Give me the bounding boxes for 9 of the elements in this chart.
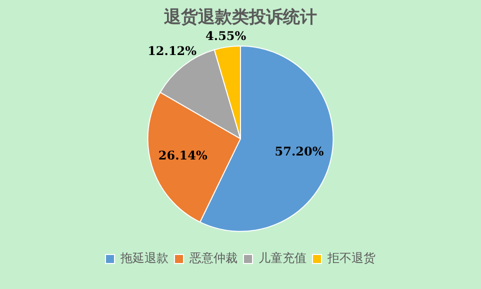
data-label: 57.20% (274, 144, 324, 158)
legend-label: 恶意仲裁 (188, 251, 238, 266)
data-label: 12.12% (148, 44, 198, 58)
legend-label: 儿童充值 (258, 251, 306, 266)
chart-title: 退货退款类投诉统计 (163, 8, 317, 28)
legend-label: 拖延退款 (120, 251, 168, 266)
data-label: 26.14% (158, 148, 208, 162)
legend-label: 拒不退货 (326, 251, 376, 266)
data-label: 4.55% (206, 29, 247, 44)
